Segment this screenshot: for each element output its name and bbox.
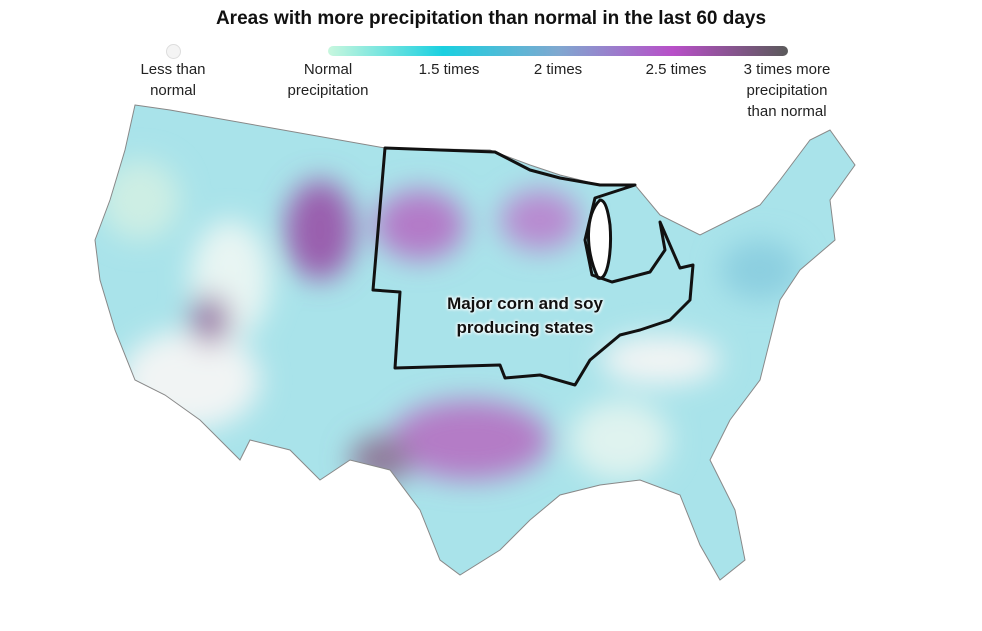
corn-belt-outline: [371, 146, 695, 387]
precip-layer: [95, 105, 855, 580]
legend-label: 3 times more precipitation than normal: [743, 61, 831, 120]
legend-label: 2 times: [533, 61, 583, 78]
title: Areas with more precipitation than norma…: [215, 8, 767, 29]
annotation: Major corn and soy producing states: [447, 294, 603, 337]
legend-less-swatch: [166, 44, 181, 59]
legend-label: 1.5 times: [418, 61, 480, 78]
legend-label: Less than normal: [140, 61, 206, 99]
legend-label: Normal precipitation: [287, 61, 369, 99]
legend-gradient: [328, 46, 788, 56]
legend-label: 2.5 times: [645, 61, 707, 78]
us-outline: [94, 104, 856, 581]
